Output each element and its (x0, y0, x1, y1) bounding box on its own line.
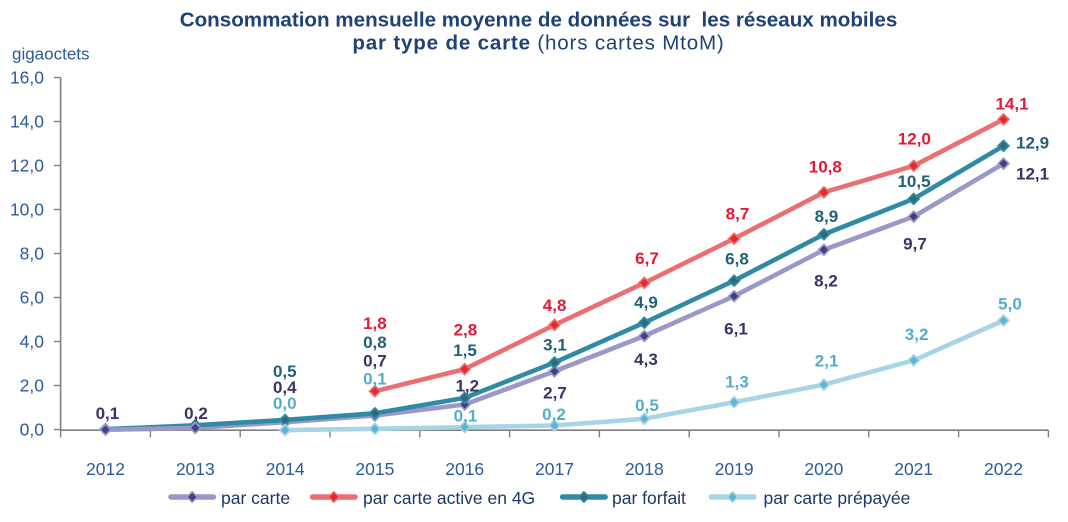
svg-text:2017: 2017 (535, 459, 574, 479)
svg-text:2020: 2020 (804, 459, 843, 479)
svg-text:par carte prépayée: par carte prépayée (764, 488, 911, 508)
svg-text:4,9: 4,9 (634, 293, 658, 312)
svg-text:16,0: 16,0 (10, 68, 44, 88)
svg-text:0,0: 0,0 (20, 420, 45, 440)
svg-text:6,1: 6,1 (724, 320, 748, 339)
svg-text:0,1: 0,1 (454, 407, 478, 426)
svg-text:par type de carte (hors cartes: par type de carte (hors cartes MtoM) (352, 31, 724, 54)
svg-text:0,4: 0,4 (273, 378, 297, 397)
svg-text:par carte active en 4G: par carte active en 4G (363, 488, 535, 508)
svg-text:2,7: 2,7 (543, 384, 567, 403)
svg-text:gigaoctets: gigaoctets (12, 45, 90, 64)
svg-text:2016: 2016 (445, 459, 484, 479)
svg-text:2018: 2018 (625, 459, 664, 479)
svg-text:0,5: 0,5 (635, 396, 659, 415)
svg-text:0,2: 0,2 (184, 404, 208, 423)
svg-text:1,5: 1,5 (453, 341, 477, 360)
svg-text:10,8: 10,8 (809, 158, 842, 177)
svg-text:0,7: 0,7 (363, 352, 387, 371)
svg-text:8,2: 8,2 (814, 272, 838, 291)
svg-text:3,2: 3,2 (905, 325, 929, 344)
svg-text:9,7: 9,7 (903, 235, 927, 254)
svg-text:4,8: 4,8 (543, 296, 567, 315)
svg-text:8,7: 8,7 (726, 205, 750, 224)
svg-text:0,2: 0,2 (542, 405, 566, 424)
svg-text:1,2: 1,2 (455, 376, 479, 395)
svg-text:4,0: 4,0 (20, 332, 45, 352)
svg-text:2019: 2019 (715, 459, 754, 479)
svg-text:6,7: 6,7 (635, 249, 659, 268)
svg-text:14,0: 14,0 (10, 112, 44, 132)
svg-text:par carte: par carte (221, 488, 290, 508)
svg-text:2,1: 2,1 (815, 352, 839, 371)
svg-text:0,5: 0,5 (273, 362, 297, 381)
svg-text:2,8: 2,8 (454, 321, 478, 340)
svg-text:Consommation mensuelle moyenne: Consommation mensuelle moyenne de donnée… (180, 9, 898, 32)
svg-text:2021: 2021 (894, 459, 933, 479)
svg-text:10,5: 10,5 (897, 172, 930, 191)
svg-text:10,0: 10,0 (10, 200, 44, 220)
svg-text:1,3: 1,3 (725, 373, 749, 392)
svg-text:0,0: 0,0 (273, 394, 297, 413)
svg-text:2014: 2014 (266, 459, 305, 479)
svg-text:2013: 2013 (176, 459, 215, 479)
svg-text:2,0: 2,0 (20, 376, 45, 396)
svg-text:12,1: 12,1 (1016, 165, 1049, 184)
svg-text:par forfait: par forfait (612, 488, 686, 508)
svg-text:2012: 2012 (86, 459, 125, 479)
svg-text:2022: 2022 (984, 459, 1023, 479)
svg-text:6,0: 6,0 (20, 288, 45, 308)
svg-text:3,1: 3,1 (543, 336, 567, 355)
svg-text:12,0: 12,0 (10, 156, 44, 176)
svg-text:2015: 2015 (355, 459, 394, 479)
svg-text:0,1: 0,1 (363, 370, 387, 389)
svg-text:6,8: 6,8 (725, 249, 749, 268)
svg-text:8,0: 8,0 (20, 244, 45, 264)
svg-text:0,1: 0,1 (96, 404, 120, 423)
svg-text:8,9: 8,9 (815, 207, 839, 226)
svg-text:0,8: 0,8 (363, 333, 387, 352)
svg-text:14,1: 14,1 (995, 95, 1028, 114)
svg-text:12,9: 12,9 (1016, 133, 1049, 152)
svg-text:4,3: 4,3 (634, 350, 658, 369)
svg-text:12,0: 12,0 (898, 130, 931, 149)
svg-text:5,0: 5,0 (998, 294, 1022, 313)
svg-text:1,8: 1,8 (363, 314, 387, 333)
